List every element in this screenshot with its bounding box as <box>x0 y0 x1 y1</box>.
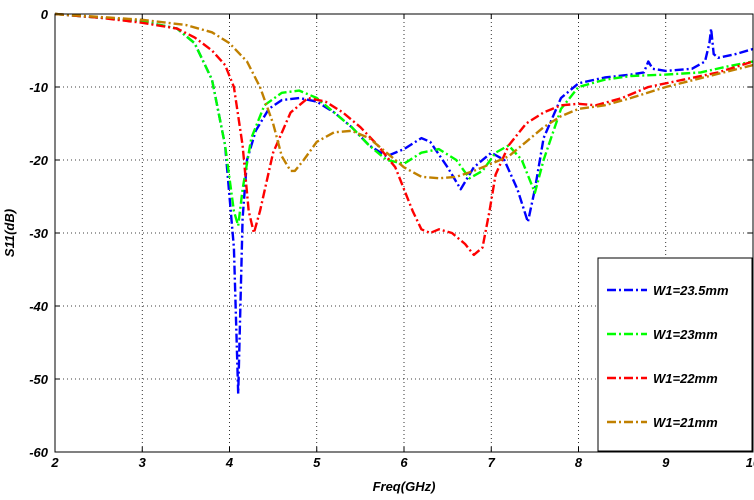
y-tick-label: -50 <box>29 372 49 387</box>
y-tick-label: -60 <box>29 445 49 460</box>
x-tick-label: 2 <box>50 455 59 470</box>
x-axis-label: Freq(GHz) <box>373 479 436 494</box>
y-tick-label: -40 <box>29 299 49 314</box>
legend-label-1: W1=23.5mm <box>653 283 729 298</box>
x-tick-label: 10 <box>746 455 754 470</box>
y-tick-label: 0 <box>41 7 49 22</box>
legend-label-2: W1=23mm <box>653 327 718 342</box>
x-tick-label: 3 <box>139 455 147 470</box>
legend-box <box>597 257 753 452</box>
legend-label-3: W1=22mm <box>653 371 718 386</box>
x-tick-label: 8 <box>575 455 583 470</box>
y-tick-label: -30 <box>29 226 49 241</box>
series-line-1 <box>54 12 754 395</box>
x-tick-label: 9 <box>662 455 670 470</box>
y-tick-label: -20 <box>29 153 49 168</box>
series-line-2 <box>54 12 754 227</box>
x-tick-label: 4 <box>225 455 234 470</box>
x-tick-label: 5 <box>313 455 321 470</box>
series-line-4 <box>54 12 754 180</box>
series-lines <box>54 12 754 395</box>
x-tick-label: 7 <box>488 455 496 470</box>
y-tick-label: -10 <box>29 80 49 95</box>
series-line-3 <box>54 12 754 257</box>
y-axis-label: S11(dB) <box>2 209 17 257</box>
x-tick-label: 6 <box>400 455 408 470</box>
legend: W1=23.5mm W1=23mm W1=22mm W1=21mm <box>597 257 753 452</box>
axis-ticks: 2 3 4 5 6 7 8 9 10 0 -10 -20 -30 -40 -50 -60 <box>29 7 754 470</box>
legend-label-4: W1=21mm <box>653 415 718 430</box>
grid-lines <box>55 14 753 452</box>
